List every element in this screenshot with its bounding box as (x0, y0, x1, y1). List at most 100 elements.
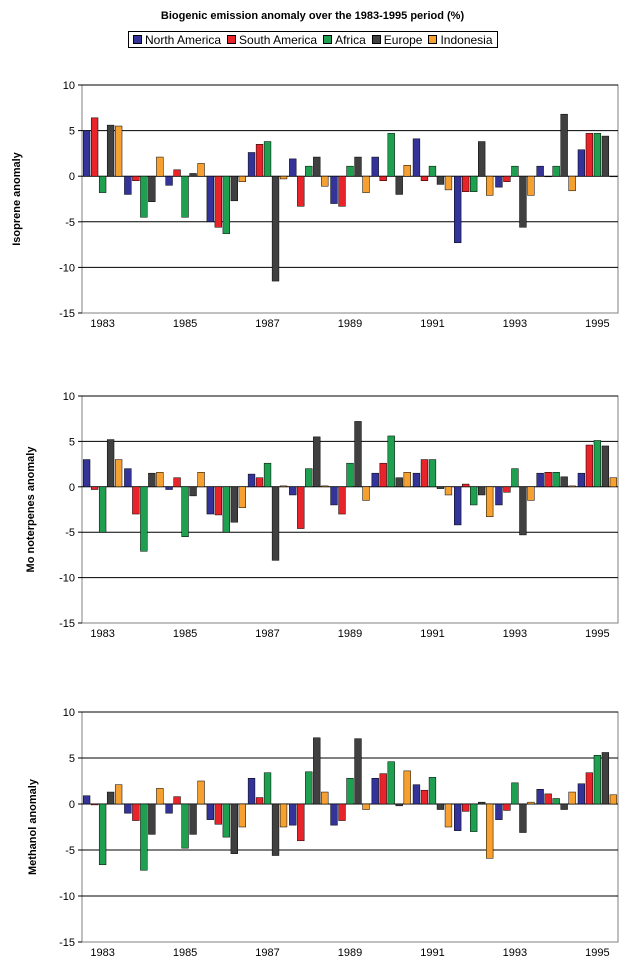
bar (197, 780, 205, 805)
plot-area (81, 711, 619, 943)
bar (462, 483, 470, 488)
bar (428, 459, 437, 488)
bar (82, 459, 91, 488)
legend-swatch (133, 35, 142, 44)
x-tick-label: 1991 (420, 947, 444, 959)
y-tick-label: 5 (69, 126, 75, 138)
y-tick-label: 0 (69, 799, 75, 811)
bar (486, 486, 494, 518)
y-axis-label: Mo noterpenes anomaly (25, 446, 37, 573)
bar (577, 472, 586, 488)
bar (568, 485, 576, 488)
bar (214, 175, 222, 228)
bar (271, 486, 280, 561)
bar (230, 486, 238, 523)
bar (106, 791, 115, 805)
bar (527, 486, 535, 501)
bar (114, 784, 123, 805)
bar (132, 486, 140, 515)
bar (609, 794, 618, 805)
bar (90, 117, 99, 177)
bar (412, 784, 421, 805)
bar (371, 156, 379, 177)
bar (420, 175, 429, 182)
y-tick-label: -10 (59, 891, 75, 903)
bar (527, 801, 535, 805)
bar (403, 472, 411, 488)
x-tick-label: 1987 (255, 318, 279, 330)
legend-swatch (227, 35, 237, 44)
bar (140, 803, 148, 871)
legend-label: South America (239, 32, 318, 47)
bar (330, 486, 338, 506)
bar (181, 175, 189, 218)
bar (165, 803, 173, 814)
x-tick-label: 1993 (503, 318, 527, 330)
bar (230, 175, 238, 202)
bar (577, 783, 586, 805)
bar (98, 803, 107, 865)
bar (173, 477, 181, 488)
bar (568, 791, 576, 805)
bar (247, 777, 256, 805)
bar (279, 485, 288, 488)
bar (197, 472, 205, 488)
x-tick-label: 1983 (90, 318, 114, 330)
bar (503, 175, 511, 182)
bar (181, 803, 189, 849)
x-tick-label: 1993 (503, 628, 527, 640)
y-tick-label: 0 (69, 482, 75, 494)
bar (114, 459, 123, 488)
bar (82, 795, 91, 805)
bar (255, 797, 264, 805)
plot-area (81, 84, 619, 314)
bar (371, 777, 379, 805)
bar (165, 486, 173, 490)
y-tick-label: -10 (59, 262, 75, 274)
bar (214, 803, 222, 825)
bar (313, 156, 321, 177)
bar (271, 803, 280, 856)
bar (114, 125, 123, 177)
bar (412, 472, 421, 488)
chart-title: Biogenic emission anomaly over the 1983-… (160, 10, 465, 22)
x-tick-label: 1995 (585, 628, 609, 640)
legend-label: Europe (383, 32, 423, 47)
bar (403, 165, 411, 177)
bar (454, 803, 462, 831)
bar (338, 486, 346, 515)
bar (354, 156, 362, 177)
bar (238, 486, 246, 508)
bar (470, 803, 478, 832)
legend-swatch (371, 35, 381, 44)
bar (444, 486, 453, 496)
bar (478, 486, 486, 496)
bar (428, 777, 437, 805)
legend-label: North America (145, 32, 222, 47)
bar (338, 803, 346, 821)
bar (181, 486, 189, 537)
bar (90, 803, 99, 806)
x-tick-label: 1991 (420, 628, 444, 640)
y-tick-label: 10 (63, 391, 75, 403)
bar (544, 793, 552, 805)
bar (330, 175, 338, 204)
x-tick-label: 1995 (585, 947, 609, 959)
bar (495, 803, 503, 820)
bar (601, 752, 610, 805)
bar (305, 771, 313, 805)
bar (124, 803, 132, 814)
bar (593, 754, 602, 805)
y-tick-label: -15 (59, 308, 75, 320)
bar (609, 477, 618, 488)
bar (503, 803, 511, 811)
x-tick-label: 1983 (90, 947, 114, 959)
bar (454, 175, 462, 244)
bar (470, 175, 478, 192)
bar (470, 486, 478, 506)
bar (255, 144, 264, 177)
bar (189, 486, 197, 497)
bar (247, 473, 256, 488)
bar (206, 803, 214, 820)
bar (346, 165, 354, 177)
